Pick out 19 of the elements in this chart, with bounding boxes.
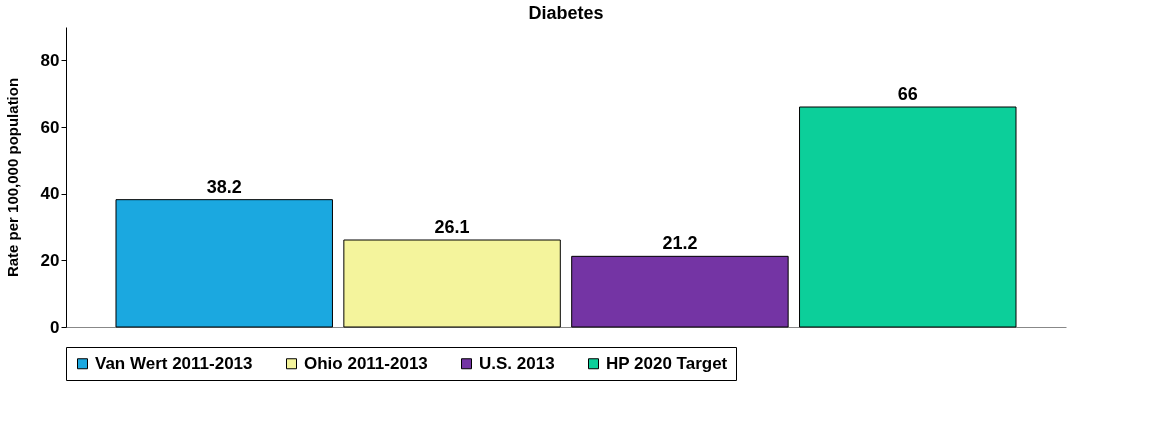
y-tick-label: 60 [40,117,60,137]
y-axis-title: Rate per 100,000 population [3,77,21,278]
legend-label: U.S. 2013 [479,353,555,373]
legend-label: Van Wert 2011-2013 [95,353,253,373]
data-label: 21.2 [662,233,698,254]
chart-title: Diabetes [528,3,604,23]
y-tick-label: 80 [40,50,60,70]
y-tick-label: 40 [40,184,60,204]
legend-label: HP 2020 Target [606,353,728,373]
data-label: 26.1 [434,217,470,237]
data-label: 38.2 [206,176,242,197]
y-tick-label: 0 [50,317,60,337]
y-tick-label: 20 [40,250,60,270]
bar [571,255,789,328]
legend-label: Ohio 2011-2013 [304,353,428,373]
bar [115,199,333,328]
data-label: 66 [897,84,918,104]
bar [343,239,561,328]
bar [799,106,1017,328]
